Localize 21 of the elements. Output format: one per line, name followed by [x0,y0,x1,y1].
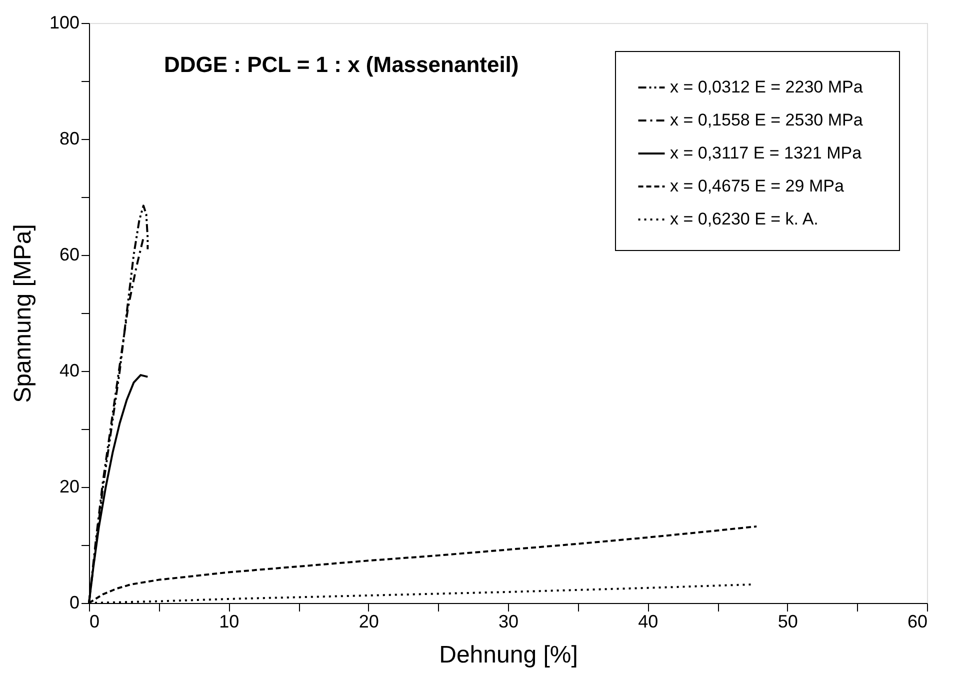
y-tick-label: 60 [59,244,80,264]
y-tick-label: 20 [59,476,80,496]
legend-label: x = 0,3117 E = 1321 MPa [670,144,862,162]
x-tick-label: 40 [638,612,658,632]
legend-label: x = 0,1558 E = 2530 MPa [670,110,864,130]
x-tick-label: 10 [219,612,240,632]
legend-label: x = 0,4675 E = 29 MPa [670,176,844,196]
legend-label: x = 0,0312 E = 2230 MPa [670,78,864,96]
annotation: DDGE : PCL = 1 : x (Massenanteil) [164,52,519,77]
y-tick-label: 80 [59,128,80,148]
x-tick-label: 0 [90,612,100,632]
x-tick-label: 50 [778,612,798,632]
legend-label: x = 0,6230 E = k. A. [670,210,818,228]
x-tick-label: 60 [907,612,928,632]
x-tick-label: 30 [498,612,519,632]
y-tick-label: 40 [59,360,80,380]
x-tick-label: 20 [358,612,379,632]
x-axis-title: Dehnung [%] [439,642,578,668]
y-axis-title: Spannung [MPa] [9,224,36,403]
y-tick-label: 0 [69,592,80,612]
y-tick-label: 100 [49,12,80,32]
